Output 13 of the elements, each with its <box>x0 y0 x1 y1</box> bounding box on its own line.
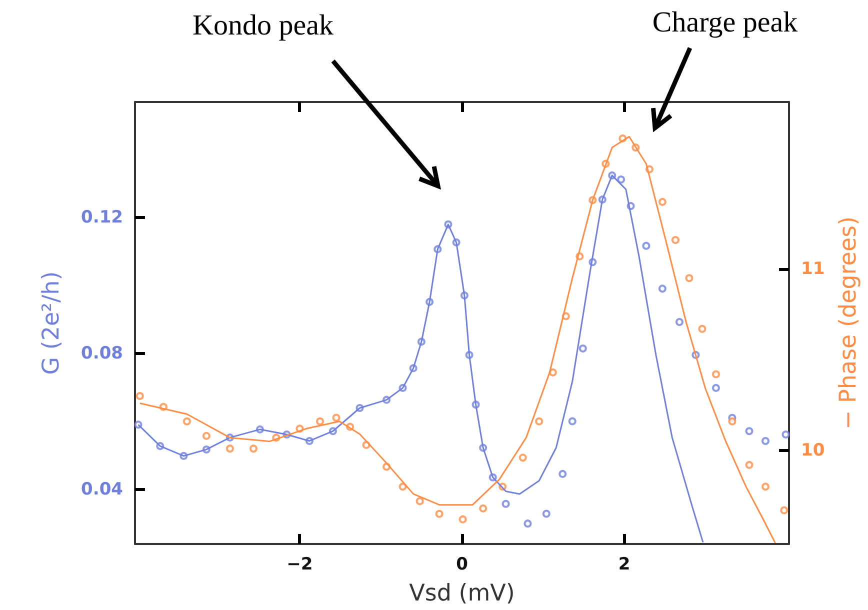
text: Charge peak <box>652 6 798 40</box>
y2-tick-label: 10 <box>801 440 825 460</box>
x-axis-title: Vsd (mV) <box>409 580 515 606</box>
y-tick-label: 0.08 <box>81 344 123 364</box>
y-tick-label: 0.04 <box>81 480 124 500</box>
y2-tick-label: 11 <box>801 259 825 280</box>
x-tick-label: 2 <box>618 554 630 574</box>
y-tick-label: 0.12 <box>81 208 123 228</box>
y2-axis-title: − Phase (degrees) <box>836 216 862 430</box>
y-axis-title: G (2e²/h) <box>38 271 64 375</box>
text: Kondo peak <box>192 10 334 42</box>
x-tick-label: −2 <box>286 554 313 574</box>
x-tick-label: 0 <box>456 554 468 574</box>
